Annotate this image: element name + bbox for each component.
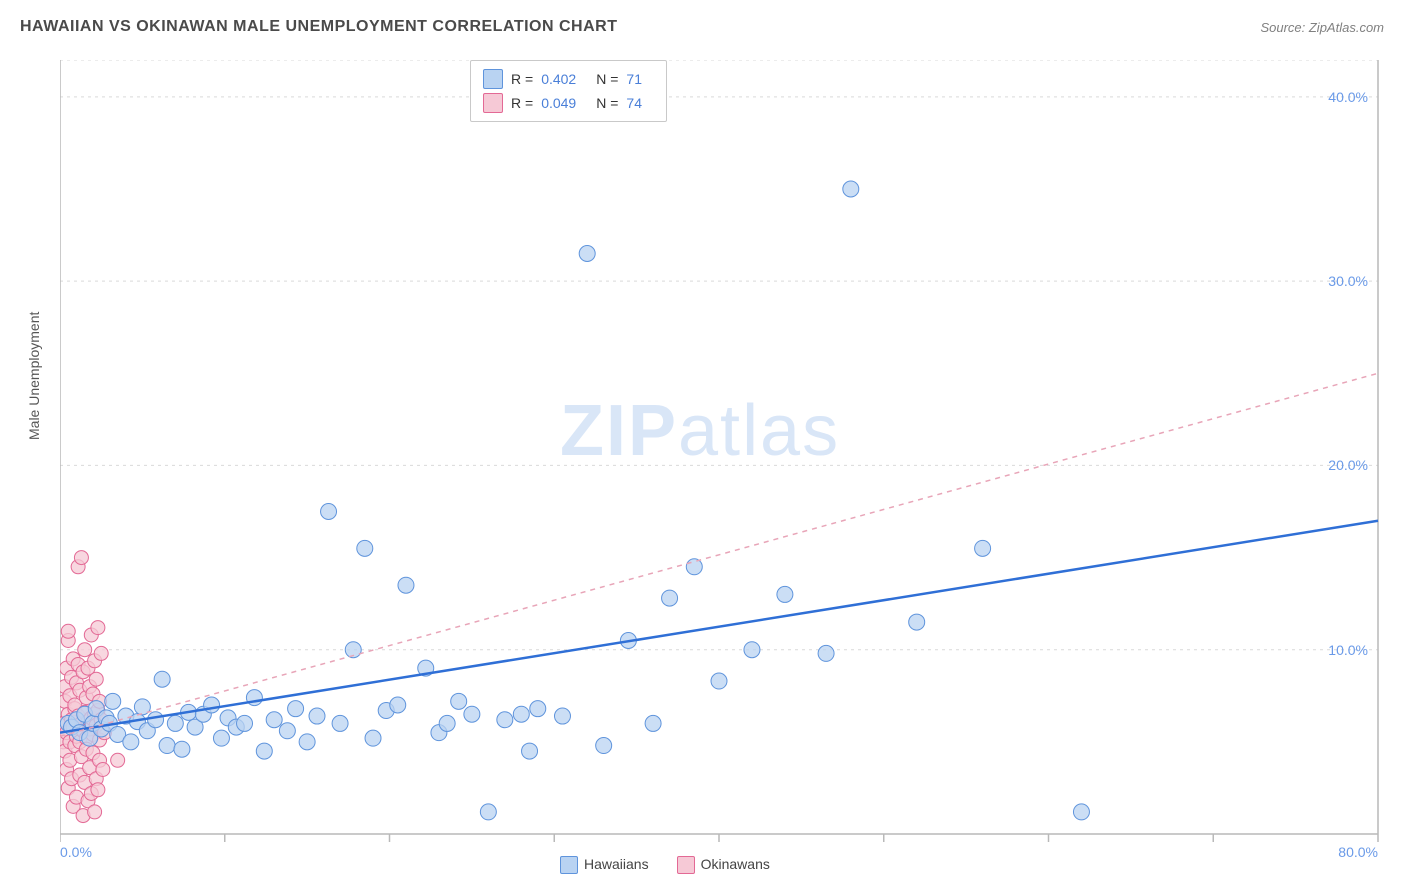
stats-swatch: [483, 69, 503, 89]
stats-n-value: 74: [626, 95, 642, 111]
legend-item-hawaiians: Hawaiians: [560, 856, 649, 874]
chart-container: HAWAIIAN VS OKINAWAN MALE UNEMPLOYMENT C…: [0, 0, 1406, 892]
source-attribution: Source: ZipAtlas.com: [1260, 20, 1384, 35]
y-tick-label: 40.0%: [1328, 89, 1368, 105]
stats-n-label: N =: [596, 71, 618, 87]
legend-label: Hawaiians: [584, 856, 649, 872]
legend-swatch: [677, 856, 695, 874]
stats-r-label: R =: [511, 71, 533, 87]
stats-row-hawaiians: R = 0.402 N = 71: [483, 67, 654, 91]
y-tick-label: 30.0%: [1328, 273, 1368, 289]
chart-title: HAWAIIAN VS OKINAWAN MALE UNEMPLOYMENT C…: [20, 18, 617, 36]
y-tick-label: 10.0%: [1328, 642, 1368, 658]
stats-n-label: N =: [596, 95, 618, 111]
stats-n-value: 71: [626, 71, 642, 87]
correlation-stats-box: R = 0.402 N = 71 R = 0.049 N = 74: [470, 60, 667, 122]
y-axis-label: Male Unemployment: [26, 312, 42, 440]
stats-swatch: [483, 93, 503, 113]
legend-label: Okinawans: [701, 856, 770, 872]
stats-r-value: 0.402: [541, 71, 576, 87]
x-tick-max-label: 80.0%: [1338, 844, 1378, 860]
legend-item-okinawans: Okinawans: [677, 856, 770, 874]
series-legend: Hawaiians Okinawans: [560, 856, 770, 874]
legend-swatch: [560, 856, 578, 874]
stats-r-value: 0.049: [541, 95, 576, 111]
stats-row-okinawans: R = 0.049 N = 74: [483, 91, 654, 115]
stats-r-label: R =: [511, 95, 533, 111]
scatter-svg: [60, 60, 1380, 850]
y-tick-label: 20.0%: [1328, 457, 1368, 473]
plot-area: 10.0%20.0%30.0%40.0%0.0%80.0%: [60, 60, 1380, 850]
x-tick-min-label: 0.0%: [60, 844, 92, 860]
